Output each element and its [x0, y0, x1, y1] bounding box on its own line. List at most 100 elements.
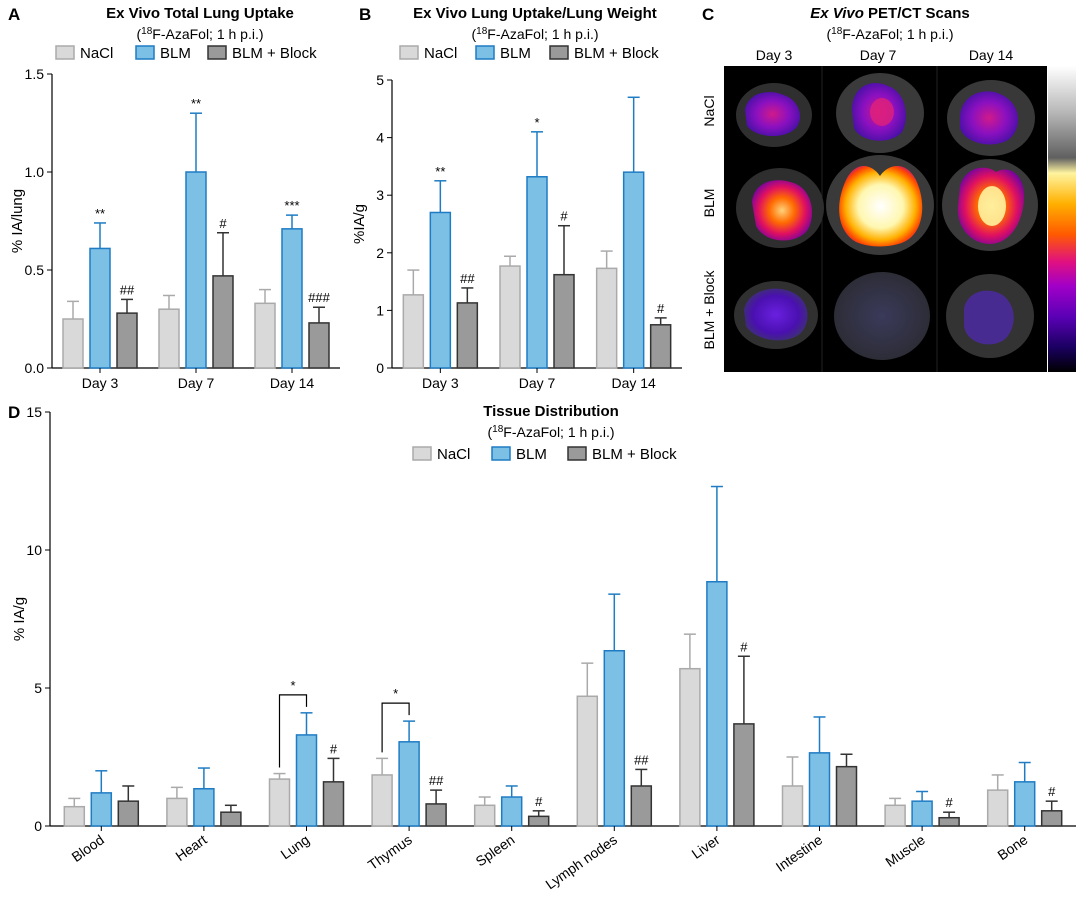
panel-d: D Tissue Distribution (18F-AzaFol; 1 h p…: [8, 403, 1076, 892]
legend-label: BLM + Block: [232, 45, 317, 62]
group-d-heart: Heart: [166, 767, 242, 864]
bracket-label: *: [393, 686, 398, 701]
bar-d-intestine-blm: [808, 752, 831, 827]
panel-b-legend: NaCl BLM BLM + Block: [399, 45, 659, 62]
group-d-spleen: # Spleen: [473, 785, 550, 869]
pet-scan-blm-day14: [942, 159, 1038, 251]
significance-blm-block: #: [219, 216, 227, 231]
x-tick-label: Lung: [278, 831, 313, 862]
pet-scan-block-day14: [946, 274, 1034, 358]
bar-d-blood-nacl: [63, 805, 86, 827]
significance-blm-block: ##: [634, 752, 649, 767]
significance-blm-block: ##: [120, 282, 135, 297]
legend-item-a-blm-block: BLM + Block: [207, 45, 317, 62]
bar-d-lymph-nodes-blm-block: [630, 785, 653, 827]
bar-d-intestine-blm-block: [835, 765, 858, 827]
bar-d-spleen-nacl: [473, 804, 496, 827]
pet-colorbar: [1048, 66, 1076, 372]
bar-d-liver-blm: [706, 580, 728, 827]
pet-row-blm-block: BLM + Block: [701, 270, 717, 350]
bracket-label: *: [290, 678, 295, 693]
bar-d-intestine-nacl: [781, 785, 804, 827]
bar-b-day-14-nacl: [595, 267, 618, 369]
bar-d-heart-blm-block: [220, 811, 242, 827]
x-tick-label: Day 14: [611, 375, 656, 391]
group-a-day-14: *** ### Day 14: [254, 198, 331, 391]
x-tick-label: Thymus: [365, 831, 415, 873]
y-tick-label: 3: [376, 187, 384, 203]
x-tick-label: Bone: [994, 831, 1030, 863]
group-a-day-7: ** # Day 7: [158, 96, 234, 391]
y-tick-label: 0: [34, 818, 42, 834]
bar-d-liver-nacl: [679, 667, 701, 827]
pet-scan-nacl-day7: [836, 73, 924, 153]
panel-a-letter: A: [8, 5, 20, 24]
y-tick-label: 0.0: [25, 360, 45, 376]
bar-d-blood-blm: [90, 792, 113, 827]
legend-swatch: [412, 446, 432, 461]
significance-blm-block: ##: [429, 773, 444, 788]
significance-blm-block: #: [740, 639, 748, 654]
panel-d-legend: NaCl BLM BLM + Block: [412, 446, 677, 463]
bar-a-day-3-blm: [89, 247, 111, 369]
significance-blm-block: #: [535, 794, 543, 809]
legend-label: BLM + Block: [574, 45, 659, 62]
bracket-lung: *: [278, 678, 308, 768]
y-tick-label: 5: [34, 680, 42, 696]
panel-b-chart: 0 1 2 3 4 5 %IA/g ** ## Day 3 * # Day 7 # Day 14: [351, 72, 682, 391]
group-d-intestine: Intestine: [773, 716, 858, 875]
pet-column-day14: Day 14: [969, 47, 1014, 63]
legend-item-b-blm: BLM: [475, 45, 531, 62]
pet-column-day7: Day 7: [860, 47, 897, 63]
bar-a-day-3-blm-block: [116, 312, 138, 369]
y-tick-label: 10: [26, 542, 42, 558]
y-tick-label: 2: [376, 245, 384, 261]
bar-d-bone-nacl: [986, 789, 1009, 827]
bar-d-spleen-blm: [500, 796, 523, 827]
legend-label: BLM + Block: [592, 446, 677, 463]
legend-label: BLM: [516, 446, 547, 463]
bar-a-day-14-nacl: [254, 302, 276, 369]
legend-swatch: [567, 446, 587, 461]
bar-a-day-7-nacl: [158, 308, 180, 369]
pet-row-nacl: NaCl: [701, 95, 717, 126]
panel-a-subtitle: (18F-AzaFol; 1 h p.i.): [136, 26, 263, 42]
significance-blm-block: #: [1048, 784, 1056, 799]
x-tick-label: Day 3: [82, 375, 119, 391]
panel-d-subtitle: (18F-AzaFol; 1 h p.i.): [487, 424, 614, 440]
group-b-day-3: ** ## Day 3: [402, 164, 479, 391]
legend-item-b-blm-block: BLM + Block: [549, 45, 659, 62]
bracket-line: [381, 702, 410, 753]
pet-scan-block-day3: [734, 281, 818, 349]
bar-b-day-7-nacl: [499, 265, 521, 369]
bar-d-bone-blm: [1013, 781, 1036, 827]
y-tick-label: 1.5: [25, 66, 45, 82]
significance-blm-block: #: [560, 209, 568, 224]
panel-c-title: Ex Vivo PET/CT Scans: [810, 5, 970, 22]
significance-blm-block: #: [657, 301, 665, 316]
y-axis-label-b: %IA/g: [351, 204, 368, 244]
group-d-muscle: # Muscle: [882, 790, 960, 870]
legend-item-a-blm: BLM: [135, 45, 191, 62]
pet-scan-blm-day7: [826, 155, 934, 255]
x-tick-label: Blood: [69, 831, 108, 865]
bar-b-day-14-blm-block: [649, 324, 672, 369]
panel-b-title: Ex Vivo Lung Uptake/Lung Weight: [413, 5, 657, 22]
legend-label: BLM: [160, 45, 191, 62]
bar-d-muscle-nacl: [884, 804, 906, 827]
y-axis-label-a: % IA/lung: [9, 189, 26, 253]
group-d-lymph-nodes: ## Lymph nodes: [542, 593, 653, 892]
x-tick-label: Liver: [689, 831, 723, 862]
significance-blm: **: [95, 206, 105, 221]
panel-c-subtitle: (18F-AzaFol; 1 h p.i.): [826, 26, 953, 42]
legend-item-b-nacl: NaCl: [399, 45, 457, 62]
bar-d-heart-nacl: [166, 797, 188, 827]
bar-d-bone-blm-block: [1040, 810, 1063, 827]
bar-d-thymus-blm-block: [425, 803, 447, 827]
bar-a-day-14-blm-block: [308, 322, 330, 369]
bar-b-day-3-blm: [429, 211, 452, 369]
significance-blm: ***: [284, 198, 299, 213]
panel-c-letter: C: [702, 5, 714, 24]
y-tick-label: 15: [26, 404, 42, 420]
